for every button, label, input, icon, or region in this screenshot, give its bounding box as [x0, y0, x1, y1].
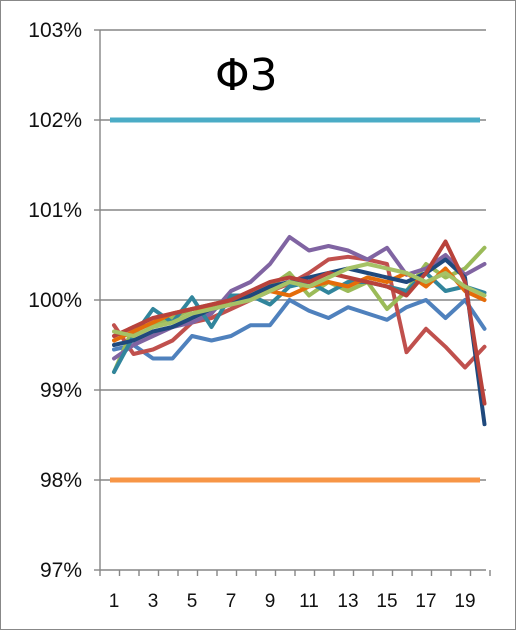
y-tick-label: 103% — [28, 19, 82, 42]
x-tick-label: 7 — [226, 591, 237, 612]
y-tick-label: 97% — [40, 559, 82, 582]
series-lines — [112, 235, 487, 427]
axes — [94, 29, 491, 576]
x-tick-label: 15 — [376, 591, 397, 612]
y-tick-labels: 97% 98% 99% 100% 101% 102% 103% — [28, 19, 82, 582]
series-line-8 — [112, 239, 487, 406]
reference-lines — [110, 117, 480, 483]
x-tick-label: 11 — [299, 591, 319, 612]
x-tick-label: 3 — [148, 591, 159, 612]
y-tick-label: 100% — [28, 289, 82, 312]
y-tick-label: 99% — [40, 379, 82, 402]
chart-title: Φ3 — [215, 50, 278, 101]
x-tick-label: 1 — [109, 591, 120, 612]
y-tick-label: 98% — [40, 469, 82, 492]
series-line-1 — [112, 298, 487, 361]
y-tick-label: 102% — [28, 109, 82, 132]
x-tick-label: 9 — [265, 591, 276, 612]
x-tick-labels: 1 3 5 7 9 11 13 15 17 19 — [109, 591, 476, 612]
series-line-9 — [112, 262, 487, 338]
gridlines — [100, 29, 486, 481]
x-tick-label: 13 — [337, 591, 358, 612]
x-tick-label: 19 — [454, 591, 475, 612]
x-tick-label: 17 — [415, 591, 436, 612]
y-tick-label: 101% — [28, 199, 82, 222]
x-tick-label: 5 — [187, 591, 198, 612]
